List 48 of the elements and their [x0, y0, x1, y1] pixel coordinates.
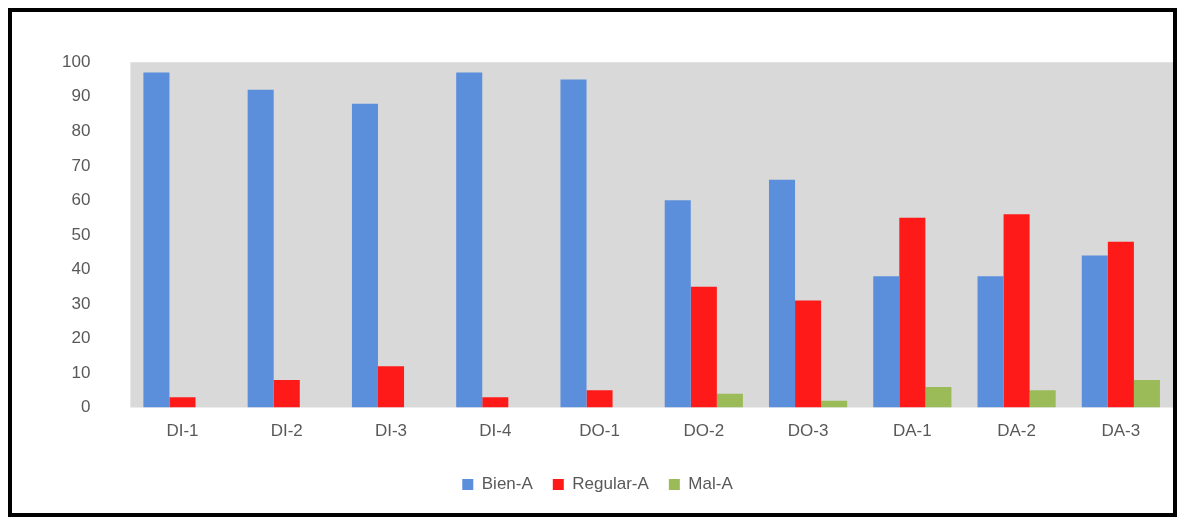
bar [247, 89, 274, 408]
x-tick-label: DA-3 [1101, 421, 1141, 441]
y-tick-label: 70 [71, 155, 91, 175]
bar [716, 393, 743, 408]
y-tick-label: 10 [71, 362, 91, 382]
x-tick-label: DI-3 [374, 421, 408, 441]
y-tick-label: 40 [71, 259, 91, 279]
bar [169, 397, 196, 408]
bar [664, 200, 691, 408]
bar [1003, 214, 1030, 408]
bar [925, 386, 952, 408]
y-tick-label: 60 [71, 190, 91, 210]
bar [377, 366, 405, 408]
bar [1133, 379, 1160, 408]
x-tick-label: DI-2 [270, 421, 303, 441]
bar [273, 379, 300, 408]
y-tick-label: 100 [61, 51, 91, 71]
bar [560, 79, 587, 408]
legend-label: Mal-A [688, 474, 734, 494]
x-tick-label: DO-2 [683, 421, 725, 441]
bar [586, 390, 613, 408]
legend-label: Regular-A [572, 474, 650, 494]
bar [1081, 255, 1108, 408]
bar [690, 286, 717, 408]
bar [873, 276, 900, 408]
y-tick-label: 90 [71, 86, 91, 106]
bar [795, 300, 822, 408]
bar [977, 276, 1004, 408]
bar [768, 179, 796, 408]
y-tick-label: 0 [80, 397, 91, 417]
y-tick-label: 50 [71, 224, 91, 244]
bar [351, 103, 378, 408]
bar [456, 72, 483, 408]
bar [1029, 390, 1056, 408]
bar [899, 217, 926, 408]
legend-label: Bien-A [481, 474, 534, 494]
x-tick-label: DA-1 [892, 421, 932, 441]
x-tick-label: DI-1 [166, 421, 199, 441]
y-tick-label: 20 [71, 328, 91, 348]
x-tick-label: DO-3 [787, 421, 829, 441]
y-tick-label: 30 [71, 293, 91, 313]
x-tick-label: DO-1 [579, 421, 620, 441]
x-tick-label: DA-2 [997, 421, 1036, 441]
bar [482, 397, 509, 408]
bar [143, 72, 170, 408]
x-tick-label: DI-4 [479, 421, 512, 441]
bar [1107, 241, 1134, 408]
y-tick-label: 80 [71, 120, 91, 140]
